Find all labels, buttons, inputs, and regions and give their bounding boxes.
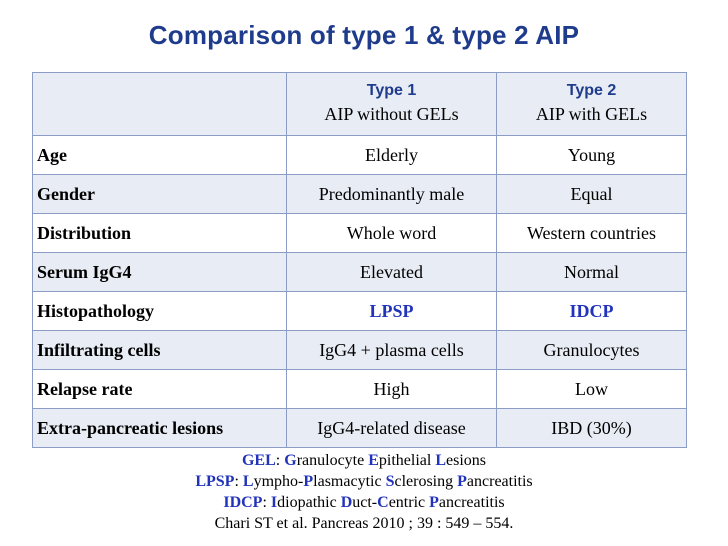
type1-value: IgG4-related disease <box>286 408 497 448</box>
initial: E <box>368 452 379 469</box>
table-row-infiltrating-cells: Infiltrating cells IgG4 + plasma cells G… <box>32 330 687 370</box>
type2-value: Young <box>496 135 687 175</box>
word-rest: ancreatitis <box>466 473 533 490</box>
slide-title: Comparison of type 1 & type 2 AIP <box>148 20 580 50</box>
type1-label: Type 1 <box>366 82 417 99</box>
footnote-abbr: IDCP <box>223 494 263 511</box>
table-row-extra-pancreatic: Extra-pancreatic lesions IgG4-related di… <box>32 408 687 448</box>
footnote-idcp: IDCP: Idiopathic Duct-Centric Pancreatit… <box>223 494 505 511</box>
word-rest: entric <box>388 494 430 511</box>
citation: Chari ST et al. Pancreas 2010 ; 39 : 549… <box>214 515 514 532</box>
word-rest: ympho- <box>253 473 304 490</box>
table-row-distribution: Distribution Whole word Western countrie… <box>32 213 687 253</box>
initial: C <box>377 494 389 511</box>
initial: L <box>435 452 446 469</box>
type2-value: IBD (30%) <box>496 408 687 448</box>
initial: P <box>303 473 314 490</box>
table-row-relapse-rate: Relapse rate High Low <box>32 369 687 409</box>
word-rest: clerosing <box>394 473 458 490</box>
footnote-abbr: LPSP <box>195 473 235 490</box>
row-label: Distribution <box>32 213 287 253</box>
row-label: Age <box>32 135 287 175</box>
initial: L <box>242 473 254 490</box>
initial: D <box>340 494 353 511</box>
table-row-histopathology: Histopathology LPSP IDCP <box>32 291 687 331</box>
word-rest: ancreatitis <box>438 494 505 511</box>
row-label: Infiltrating cells <box>32 330 287 370</box>
type2-value: Normal <box>496 252 687 292</box>
table-header-row: Type 1 AIP without GELs Type 2 AIP with … <box>32 72 687 136</box>
footnote-abbr: GEL <box>241 452 276 469</box>
word-rest: esions <box>446 452 486 469</box>
type2-value: IDCP <box>496 291 687 331</box>
type1-value: Predominantly male <box>286 174 497 214</box>
header-type2: Type 2 AIP with GELs <box>496 72 687 136</box>
footnote-gel: GEL: Granulocyte Epithelial Lesions <box>241 452 486 469</box>
initial: P <box>429 494 439 511</box>
row-label: Relapse rate <box>32 369 287 409</box>
type2-value: Low <box>496 369 687 409</box>
footnote-lpsp: LPSP: Lympho-Plasmacytic Sclerosing Panc… <box>195 473 533 490</box>
word-rest: ranulocyte <box>296 452 369 469</box>
word-rest: diopathic <box>277 494 341 511</box>
type1-value: Elderly <box>286 135 497 175</box>
type1-value: Whole word <box>286 213 497 253</box>
word-rest: pithelial <box>378 452 436 469</box>
type1-value: High <box>286 369 497 409</box>
type2-value: Western countries <box>496 213 687 253</box>
table-row-serum-igg4: Serum IgG4 Elevated Normal <box>32 252 687 292</box>
word-rest: lasmacytic <box>313 473 386 490</box>
table-row-gender: Gender Predominantly male Equal <box>32 174 687 214</box>
type1-value: LPSP <box>286 291 497 331</box>
initial: G <box>284 452 297 469</box>
table-row-age: Age Elderly Young <box>32 135 687 175</box>
row-label: Extra-pancreatic lesions <box>32 408 287 448</box>
header-empty-cell <box>32 72 287 136</box>
type2-value: Equal <box>496 174 687 214</box>
type2-value: Granulocytes <box>496 330 687 370</box>
footnotes: GEL: Granulocyte Epithelial Lesions LPSP… <box>0 450 728 534</box>
word-rest: uct- <box>352 494 378 511</box>
type1-value: IgG4 + plasma cells <box>286 330 497 370</box>
type1-sublabel: AIP without GELs <box>324 104 459 124</box>
type1-value: Elevated <box>286 252 497 292</box>
row-label: Gender <box>32 174 287 214</box>
initial: P <box>457 473 467 490</box>
initial: S <box>385 473 395 490</box>
header-type1: Type 1 AIP without GELs <box>286 72 497 136</box>
comparison-table: Type 1 AIP without GELs Type 2 AIP with … <box>32 72 687 448</box>
type2-label: Type 2 <box>566 82 617 99</box>
initial: I <box>270 494 278 511</box>
row-label: Serum IgG4 <box>32 252 287 292</box>
row-label: Histopathology <box>32 291 287 331</box>
type2-sublabel: AIP with GELs <box>535 104 648 124</box>
